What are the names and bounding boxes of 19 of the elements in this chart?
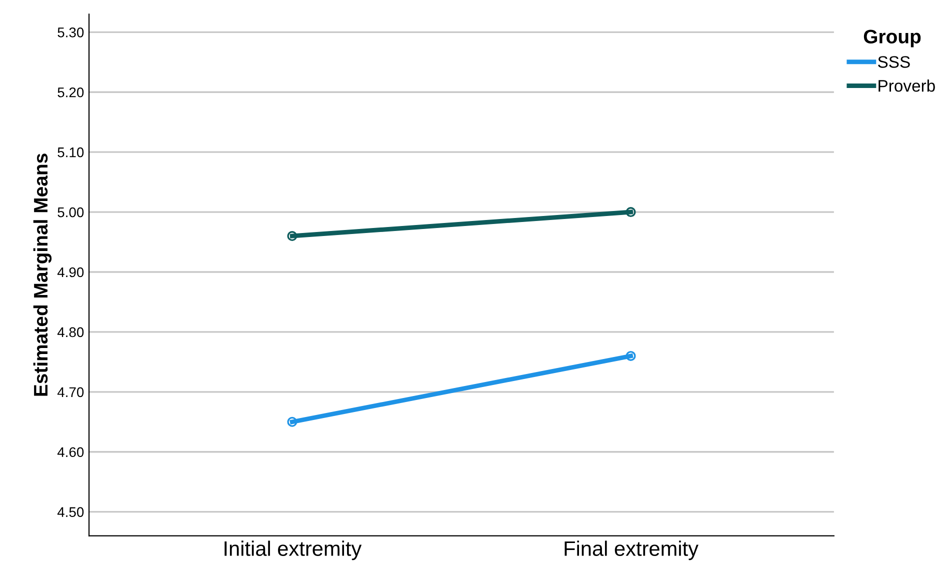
legend-label: SSS (878, 56, 910, 68)
y-tick-label: 5.00 (58, 207, 84, 218)
x-tick-label: Final extremity (564, 540, 698, 560)
y-tick-label: 5.10 (58, 147, 84, 158)
legend-label: Proverb (878, 80, 935, 92)
y-tick-label: 4.70 (57, 387, 84, 398)
y-tick-label: 4.90 (57, 267, 84, 278)
point (287, 231, 298, 242)
point (287, 416, 298, 427)
y-axis-title: Estimated Marginal Means (33, 154, 52, 396)
x-tick-label: Initial extremity (224, 540, 362, 560)
legend-title: Group (864, 30, 921, 48)
y-tick-label: 5.20 (58, 87, 84, 98)
y-tick-label: 4.80 (57, 327, 84, 338)
y-tick-label: 4.60 (57, 447, 84, 458)
y-tick-label: 4.50 (57, 507, 84, 517)
point (626, 350, 636, 361)
point (626, 207, 636, 218)
y-tick-label: 5.30 (58, 27, 84, 38)
